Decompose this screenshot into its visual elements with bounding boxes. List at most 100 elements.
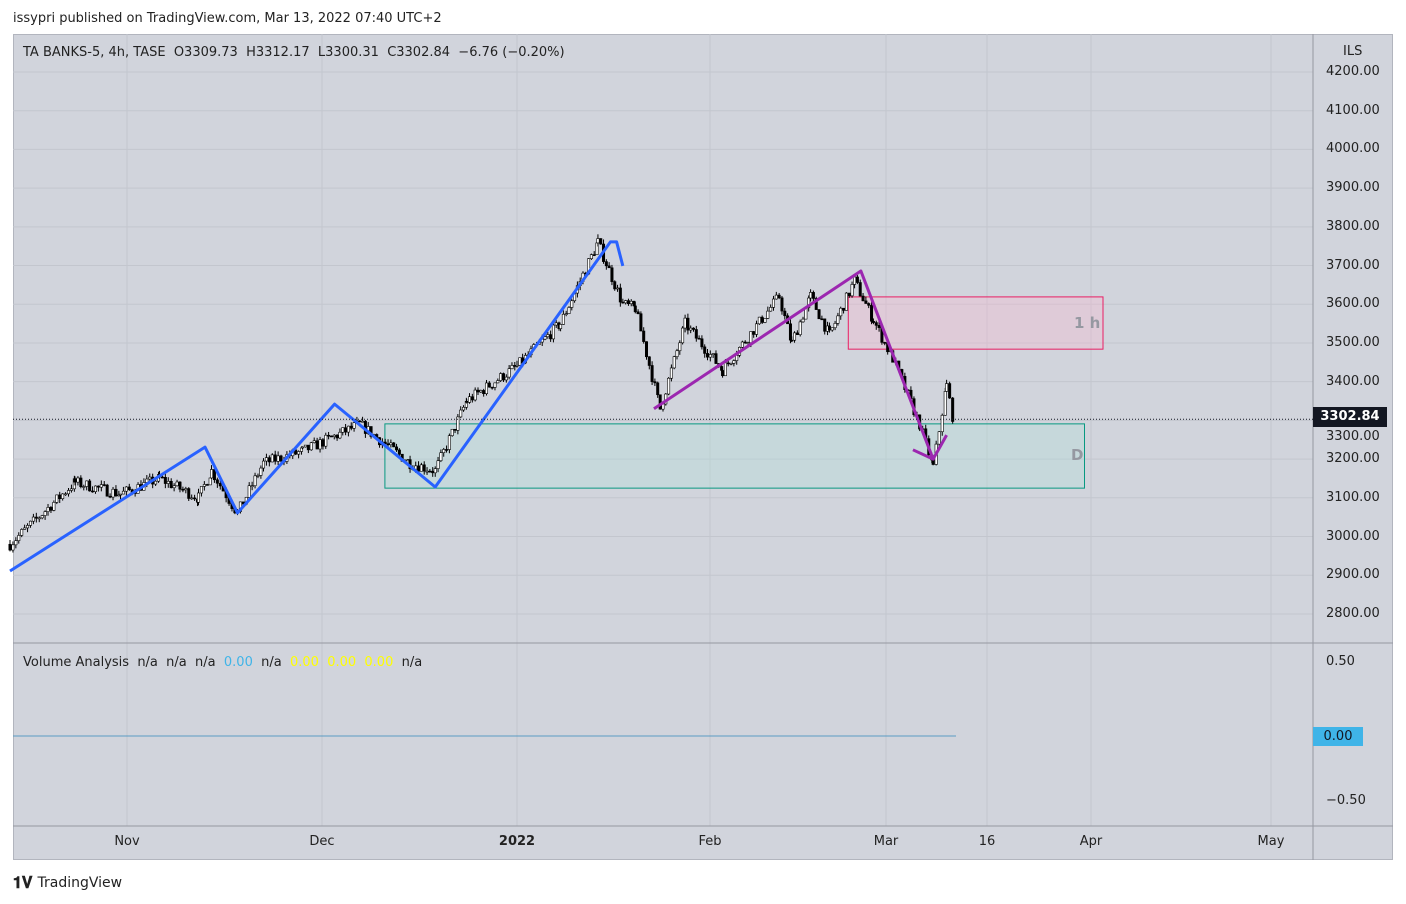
candle [757, 316, 761, 325]
candle [694, 329, 698, 339]
candle [697, 337, 701, 340]
candle [102, 484, 106, 486]
candle [945, 383, 949, 392]
candle [37, 517, 41, 520]
candle [650, 365, 654, 382]
candle [465, 400, 469, 403]
candle [114, 488, 118, 497]
candle [729, 362, 733, 365]
candle [700, 338, 704, 348]
candle [208, 477, 212, 486]
candle [300, 446, 304, 449]
candle [703, 346, 707, 354]
candle [864, 300, 868, 304]
tradingview-logo[interactable]: 𝟏𝐕 TradingView [13, 873, 122, 893]
candle [798, 321, 802, 335]
candle [79, 477, 83, 488]
candle [769, 307, 773, 312]
candle [453, 428, 457, 431]
candle [743, 341, 747, 344]
candle [626, 300, 630, 305]
candle [11, 544, 15, 551]
candle [119, 493, 123, 496]
candle [604, 261, 608, 267]
chart-frame[interactable] [13, 34, 1393, 860]
candle [755, 323, 759, 335]
candle [937, 431, 941, 445]
candle [58, 494, 62, 499]
zone-D-box [384, 423, 1086, 489]
last-price-badge: 3302.84 [1313, 407, 1387, 427]
candle [433, 468, 437, 474]
candle [20, 529, 24, 536]
candle [589, 254, 593, 259]
purple-wave-line [653, 269, 935, 460]
candle [842, 307, 846, 311]
candle [445, 449, 449, 451]
candle [830, 327, 834, 331]
volume-tick-label: −0.50 [1326, 793, 1366, 808]
price-tick-label: 3600.00 [1326, 296, 1380, 312]
indicator-value: n/a [401, 655, 423, 670]
candle [633, 305, 637, 313]
candle [419, 464, 423, 472]
candle [749, 331, 753, 343]
candle [344, 427, 348, 433]
candle [777, 294, 781, 299]
candle [422, 464, 426, 472]
candle [335, 434, 339, 439]
candle [783, 310, 787, 317]
candle [653, 381, 657, 384]
candle [656, 382, 660, 396]
candle [386, 443, 390, 446]
candle [82, 486, 86, 488]
candle [148, 476, 152, 480]
candle [554, 322, 558, 326]
candle [468, 396, 472, 403]
price-tick-label: 3700.00 [1326, 257, 1380, 273]
candle [55, 494, 59, 503]
candle [31, 516, 35, 522]
candle [297, 451, 301, 455]
candle [814, 298, 818, 310]
candle [844, 292, 848, 311]
candle [943, 391, 947, 416]
candle [154, 480, 158, 485]
price-tick-label: 4200.00 [1326, 64, 1380, 79]
volume-tick-label: 0.50 [1326, 654, 1355, 669]
candle [276, 455, 280, 462]
candle [392, 442, 396, 448]
price-tick-label: 3000.00 [1326, 528, 1380, 544]
candle [69, 488, 73, 491]
candle [667, 377, 671, 395]
candle [801, 318, 805, 323]
blue-wave-line [9, 240, 625, 573]
candle [338, 431, 342, 439]
candle [352, 422, 356, 429]
candle [473, 389, 477, 401]
candle [318, 439, 322, 450]
candle [839, 307, 843, 317]
candle [315, 440, 319, 450]
candle [823, 318, 827, 332]
candle [93, 485, 97, 493]
candle [616, 287, 620, 290]
publish-info: issypri published on TradingView.com, Ma… [13, 11, 442, 26]
candle [683, 317, 687, 329]
candle [675, 350, 679, 357]
candle [774, 294, 778, 300]
candle [732, 360, 736, 364]
candle [940, 414, 944, 433]
candle [166, 480, 170, 484]
candle [172, 485, 176, 489]
candle [686, 317, 690, 331]
candle [184, 488, 188, 491]
indicator-value: 0.00 [364, 655, 394, 670]
candle [442, 449, 446, 454]
purple-hook-line [912, 434, 948, 461]
price-tick-label: 3500.00 [1326, 334, 1380, 350]
candle [85, 480, 89, 487]
candle [827, 325, 831, 331]
candle [346, 425, 350, 433]
